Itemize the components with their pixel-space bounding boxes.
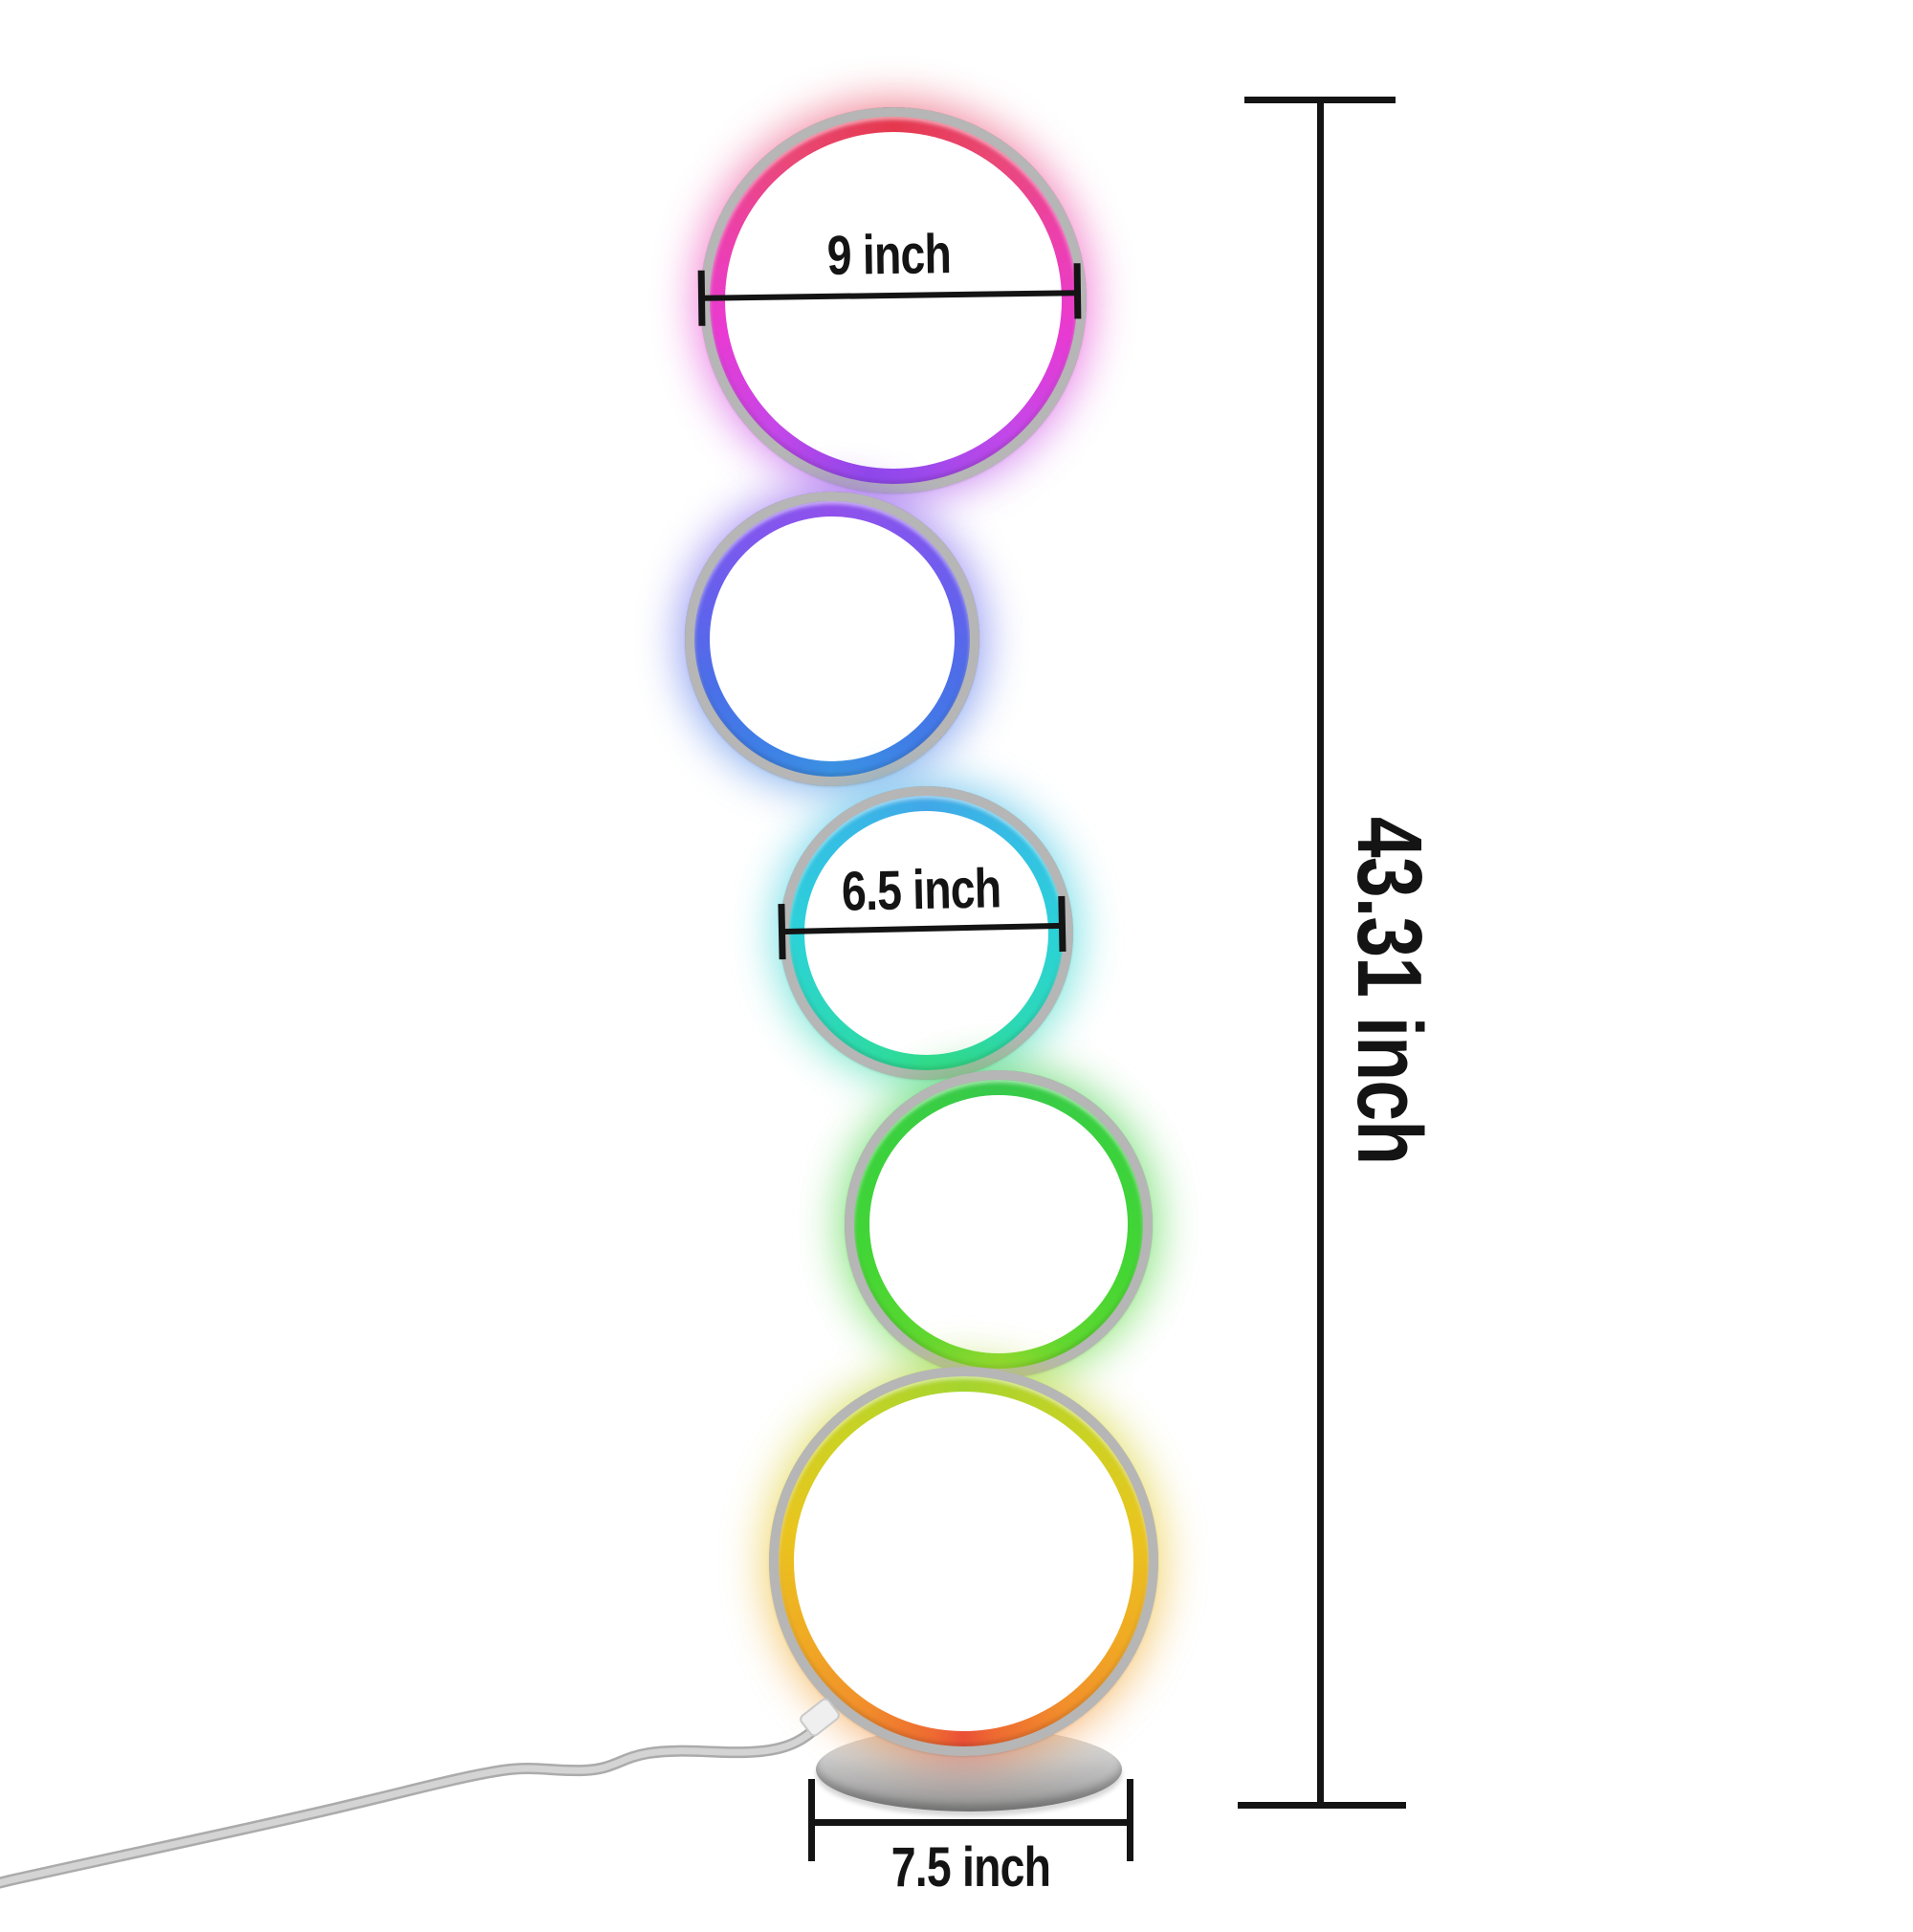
led-ring-3 xyxy=(774,780,1079,1086)
led-ring-2 xyxy=(679,486,985,792)
dimension-tick-left xyxy=(697,270,706,326)
ring-2-frame xyxy=(685,492,979,786)
dimension-label-middle-ring: 6.5 inch xyxy=(841,857,1001,923)
dimension-cap-top xyxy=(1244,97,1396,103)
dimension-tick-right xyxy=(1058,895,1066,952)
ring-5-frame xyxy=(769,1367,1158,1756)
dimension-total-height: 43.31 inch xyxy=(1186,91,1440,1822)
dimension-middle-ring: 6.5 inch xyxy=(778,857,1067,999)
dimension-tick-left xyxy=(778,904,786,960)
dimension-label-height: 43.31 inch xyxy=(1338,817,1440,1165)
dimension-label-top-ring: 9 inch xyxy=(826,223,952,287)
led-ring-5 xyxy=(763,1361,1164,1762)
dimension-label-base: 7.5 inch xyxy=(891,1836,1051,1899)
dimension-line-height xyxy=(1317,99,1324,1804)
dimension-line-top-ring xyxy=(700,290,1079,301)
dimension-tick-right xyxy=(1073,263,1082,319)
dimension-top-ring: 9 inch xyxy=(697,223,1082,364)
dimension-line-base xyxy=(811,1819,1131,1826)
dimension-line-middle-ring xyxy=(781,922,1064,935)
dimension-base: 7.5 inch xyxy=(808,1779,1133,1932)
dimension-cap-bottom xyxy=(1238,1802,1406,1809)
